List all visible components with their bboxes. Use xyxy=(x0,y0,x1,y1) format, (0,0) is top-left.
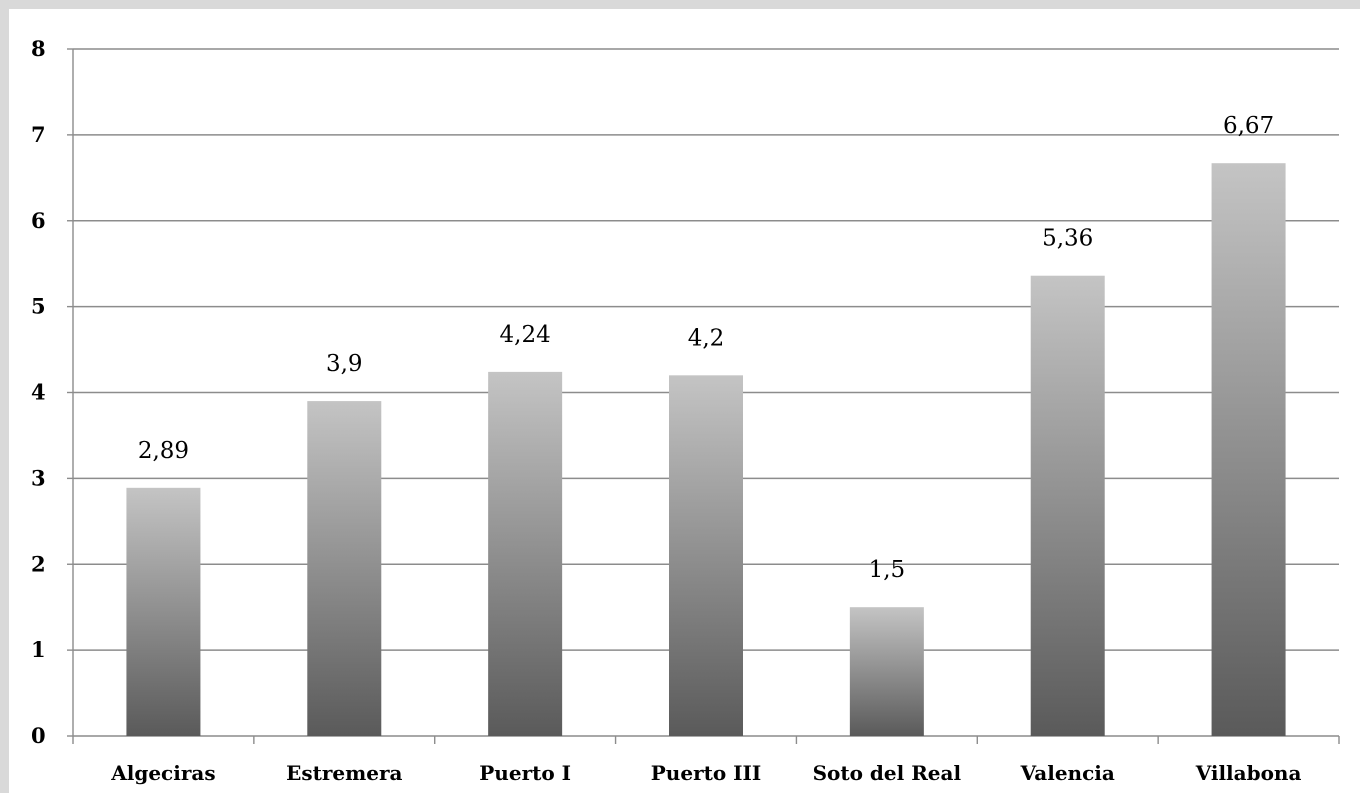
y-tick-label: 7 xyxy=(31,122,46,147)
chart-frame: 0 1 2 3 4 5 6 7 8 2,89 Algeciras 3,9 Estremera 4,24 Pu… xyxy=(9,9,1360,793)
bar xyxy=(1211,163,1286,736)
data-label: 1,5 xyxy=(869,557,906,583)
y-tick-label: 3 xyxy=(31,465,46,490)
x-tick-label: Puerto III xyxy=(651,761,761,785)
bar xyxy=(126,487,201,736)
x-tick-label: Soto del Real xyxy=(813,761,962,785)
bar xyxy=(669,375,743,736)
x-tick-label: Estremera xyxy=(286,761,402,785)
bar xyxy=(849,607,924,736)
data-label: 6,67 xyxy=(1223,113,1274,139)
labels: 0 1 2 3 4 5 6 7 8 2,89 Algeciras 3,9 Estremera 4,24 Pu… xyxy=(31,36,1301,785)
x-tick-label: Valencia xyxy=(1020,761,1115,785)
x-tick-label: Villabona xyxy=(1195,761,1302,785)
y-tick-label: 0 xyxy=(31,723,46,748)
y-tick-label: 2 xyxy=(31,551,46,576)
y-tick-label: 8 xyxy=(31,36,46,61)
y-tick-label: 1 xyxy=(31,637,46,662)
y-tick-label: 6 xyxy=(31,208,46,233)
data-label: 3,9 xyxy=(326,351,363,377)
x-tick-label: Algeciras xyxy=(110,761,215,785)
y-tick-label: 4 xyxy=(31,380,46,405)
x-tick-label: Puerto I xyxy=(479,761,571,785)
bar-chart: 0 1 2 3 4 5 6 7 8 2,89 Algeciras 3,9 Estremera 4,24 Pu… xyxy=(31,36,1340,785)
bar xyxy=(488,371,563,736)
bar xyxy=(1030,275,1105,736)
data-label: 4,24 xyxy=(500,322,551,348)
bars xyxy=(126,163,1286,736)
data-label: 5,36 xyxy=(1042,226,1093,252)
bar xyxy=(307,401,382,736)
y-tick-label: 5 xyxy=(31,294,46,319)
data-label: 2,89 xyxy=(138,438,189,464)
data-label: 4,2 xyxy=(688,325,725,351)
